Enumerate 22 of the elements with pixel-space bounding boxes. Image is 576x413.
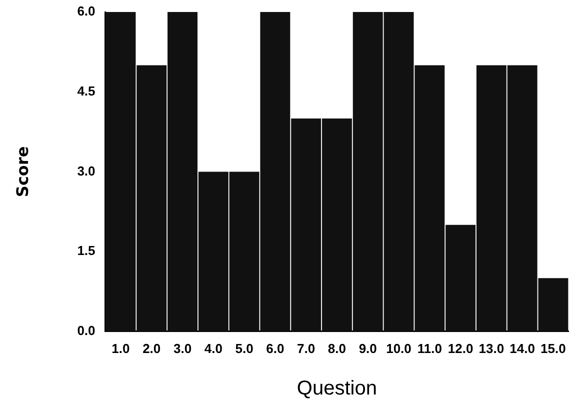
x-tick-label: 10.0: [386, 340, 412, 356]
y-tick-label: 0.0: [77, 322, 96, 338]
y-axis-title: Score: [12, 146, 32, 198]
x-axis-title: Question: [296, 378, 377, 400]
x-tick-label: 7.0: [297, 340, 316, 356]
y-tick-label: 1.5: [77, 243, 96, 258]
x-tick-label: 12.0: [448, 340, 474, 356]
y-tick-label: 3.0: [77, 163, 96, 178]
x-tick-label: 14.0: [510, 340, 535, 356]
x-tick-label: 3.0: [173, 340, 192, 356]
x-tick-label: 8.0: [328, 340, 346, 356]
y-tick-label: 4.5: [77, 83, 96, 98]
x-tick-label: 4.0: [204, 340, 222, 356]
x-tick-label: 2.0: [142, 340, 161, 356]
x-tick-label: 1.0: [112, 340, 130, 356]
x-tick-label: 11.0: [417, 340, 442, 356]
x-tick-label: 6.0: [266, 340, 284, 356]
x-tick-label: 15.0: [540, 340, 566, 356]
x-tick-label: 13.0: [478, 340, 504, 356]
x-tick-label: 9.0: [358, 340, 377, 356]
x-tick-label: 5.0: [235, 340, 254, 356]
y-tick-label: 6.0: [77, 4, 96, 19]
